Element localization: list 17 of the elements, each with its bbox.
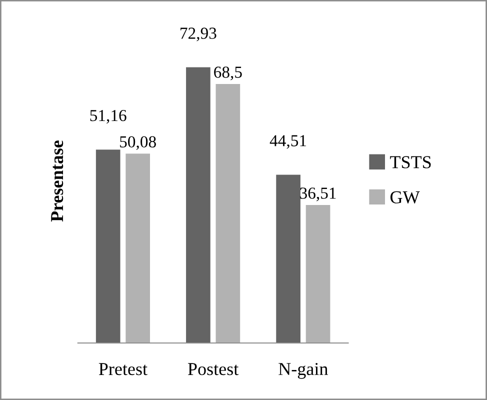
data-label: 72,93	[180, 28, 216, 42]
data-label: 50,08	[120, 136, 156, 150]
x-tick-label: Postest	[188, 363, 239, 376]
bar	[276, 174, 300, 343]
data-label: 68,5	[214, 66, 242, 80]
bar	[306, 204, 330, 343]
bar	[96, 150, 120, 343]
x-tick-label: N-gain	[278, 362, 328, 379]
data-label: 44,51	[270, 135, 306, 149]
data-label: 51,16	[90, 110, 126, 124]
x-tick-label: Pretest	[98, 363, 148, 376]
bar	[186, 67, 210, 343]
bar	[126, 154, 150, 343]
legend-label: GW	[390, 191, 420, 204]
y-axis-title: Presentase	[51, 140, 64, 222]
legend-label: TSTS	[390, 156, 431, 168]
bar	[216, 84, 240, 343]
